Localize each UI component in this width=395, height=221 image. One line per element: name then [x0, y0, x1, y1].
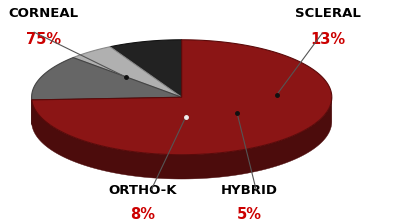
- Polygon shape: [32, 97, 182, 124]
- Text: 13%: 13%: [310, 32, 345, 47]
- Text: CORNEAL: CORNEAL: [8, 7, 79, 20]
- Text: ORTHO-K: ORTHO-K: [108, 184, 177, 196]
- Polygon shape: [73, 47, 182, 97]
- Polygon shape: [32, 97, 332, 179]
- Polygon shape: [32, 40, 332, 155]
- Text: SCLERAL: SCLERAL: [295, 7, 361, 20]
- Text: 75%: 75%: [26, 32, 61, 47]
- Text: 5%: 5%: [236, 207, 261, 221]
- Polygon shape: [32, 97, 182, 124]
- Polygon shape: [32, 57, 182, 100]
- Polygon shape: [110, 40, 182, 97]
- Text: 8%: 8%: [130, 207, 155, 221]
- Text: HYBRID: HYBRID: [220, 184, 277, 196]
